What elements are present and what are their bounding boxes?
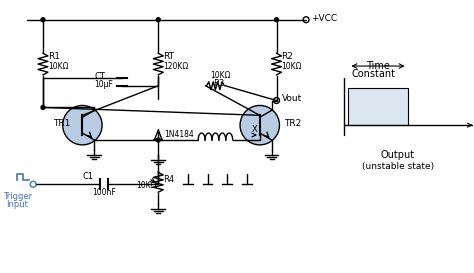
Circle shape (41, 105, 45, 109)
Text: R3: R3 (213, 79, 225, 88)
Text: Input: Input (7, 200, 28, 209)
Circle shape (273, 97, 280, 103)
Circle shape (156, 18, 160, 22)
Text: 10KΩ: 10KΩ (210, 72, 231, 80)
Text: R1: R1 (48, 52, 60, 61)
Bar (348, 88, 408, 125)
Circle shape (240, 105, 280, 145)
Text: R2: R2 (282, 52, 293, 61)
Circle shape (30, 181, 36, 187)
Text: 120KΩ: 120KΩ (163, 61, 189, 70)
Text: CT: CT (94, 72, 105, 81)
Circle shape (303, 17, 309, 23)
Text: TR2: TR2 (284, 119, 301, 128)
Text: C1: C1 (82, 172, 93, 181)
Text: Time: Time (366, 61, 390, 71)
Text: 10KΩ: 10KΩ (48, 61, 68, 70)
Text: RT: RT (163, 52, 174, 61)
Text: Output: Output (381, 150, 415, 160)
Text: TR1: TR1 (53, 119, 70, 128)
Text: (unstable state): (unstable state) (362, 162, 434, 171)
Circle shape (63, 105, 102, 145)
Text: 10μF: 10μF (94, 80, 113, 89)
Text: +VCC: +VCC (311, 14, 337, 23)
Text: X: X (252, 124, 258, 133)
Polygon shape (155, 130, 162, 140)
Text: Constant: Constant (351, 69, 395, 79)
Circle shape (156, 138, 160, 142)
Circle shape (41, 18, 45, 22)
Text: Vout: Vout (282, 94, 301, 103)
Text: R4: R4 (163, 175, 174, 184)
Text: 100nF: 100nF (92, 188, 116, 197)
Text: Trigger: Trigger (3, 192, 32, 201)
Circle shape (274, 18, 279, 22)
Text: 1N4184: 1N4184 (164, 129, 194, 138)
Text: 10KΩ: 10KΩ (137, 181, 157, 190)
Text: 10KΩ: 10KΩ (282, 61, 302, 70)
